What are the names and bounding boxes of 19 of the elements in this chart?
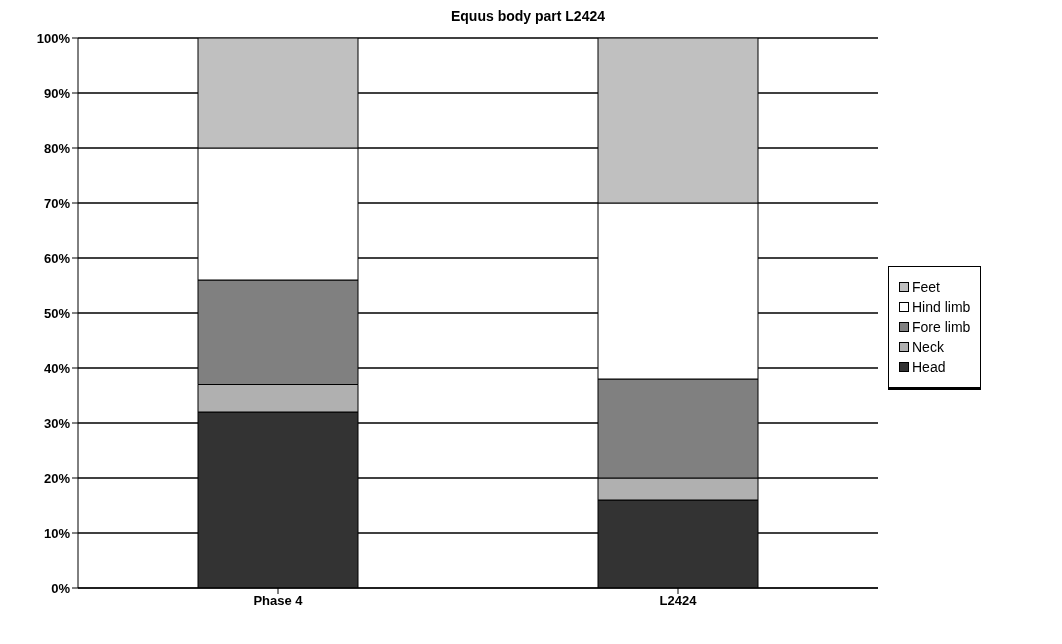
- y-tick-label: 0%: [51, 580, 71, 596]
- y-tick-label: 90%: [43, 85, 71, 101]
- legend-label: Fore limb: [912, 319, 971, 335]
- legend-label: Feet: [912, 279, 941, 295]
- y-tick-label: 60%: [43, 250, 71, 266]
- legend-label: Head: [912, 359, 946, 375]
- chart-title: Equus body part L2424: [449, 8, 606, 24]
- y-tick-label: 40%: [43, 360, 71, 376]
- legend-label: Hind limb: [912, 299, 971, 315]
- legend-label: Neck: [912, 339, 944, 355]
- y-tick-label: 50%: [43, 305, 71, 321]
- y-tick-label: 10%: [43, 525, 71, 541]
- y-tick-label: 100%: [36, 30, 71, 46]
- x-tick-label: Phase 4: [253, 593, 304, 609]
- y-tick-label: 70%: [43, 195, 71, 211]
- y-tick-label: 80%: [43, 140, 71, 156]
- y-tick-label: 20%: [43, 470, 71, 486]
- y-tick-label: 30%: [43, 415, 71, 431]
- x-tick-label: L2424: [659, 593, 698, 609]
